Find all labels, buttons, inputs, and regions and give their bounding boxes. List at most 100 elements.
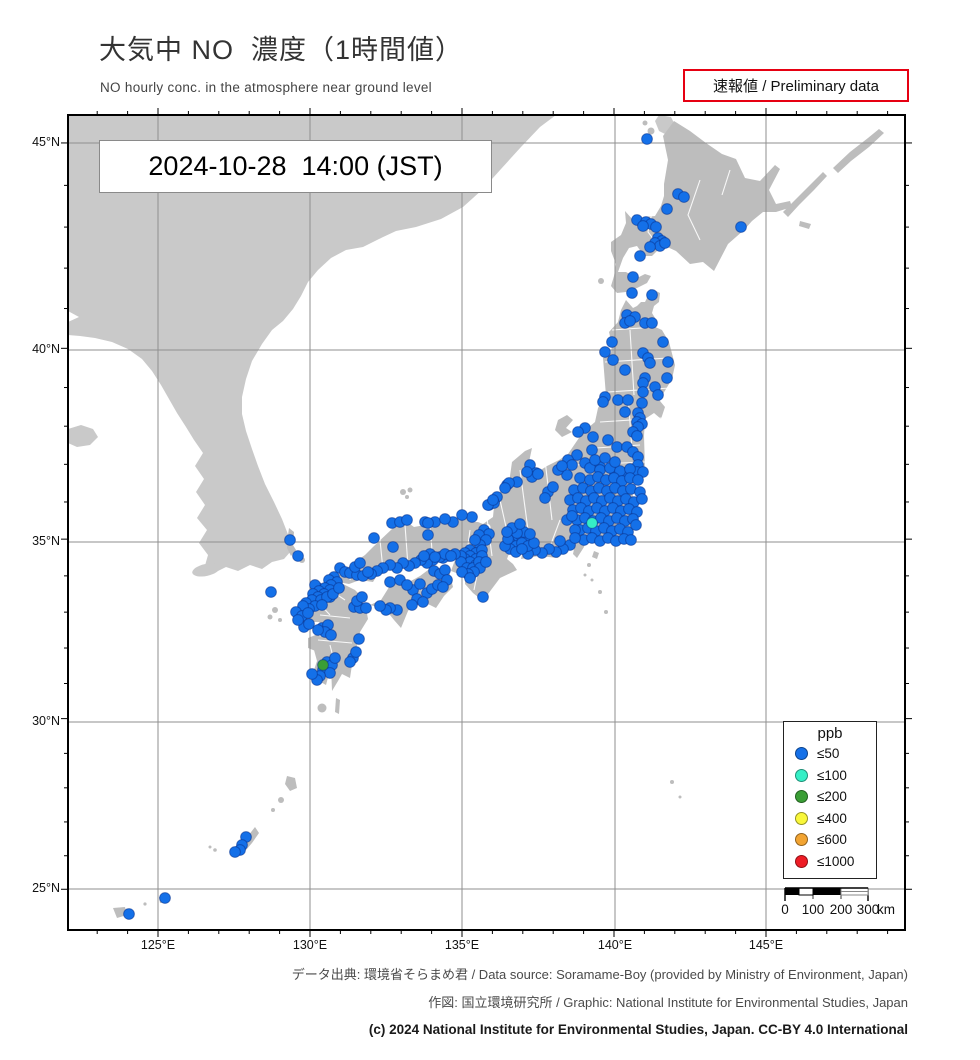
oki-island-1 xyxy=(400,489,406,495)
station-dot-le50 xyxy=(622,394,634,406)
concentration-legend: ppb ≤50 ≤100 ≤200 ≤400 ≤600 ≤1000 xyxy=(783,721,877,879)
station-dot-le50 xyxy=(636,493,648,505)
station-dot-le50 xyxy=(661,372,673,384)
station-dot-le50 xyxy=(477,591,489,603)
station-dot-le50 xyxy=(422,517,434,529)
page-subtitle: NO hourly conc. in the atmosphere near g… xyxy=(100,80,432,95)
legend-color-dot xyxy=(795,811,808,825)
station-dot-le50 xyxy=(418,550,430,562)
station-dot-le50 xyxy=(569,532,581,544)
station-dot-le50 xyxy=(571,449,583,461)
station-dot-le50 xyxy=(632,474,644,486)
map-frame xyxy=(67,114,906,931)
station-dot-le50 xyxy=(599,452,611,464)
izu-island-2 xyxy=(587,563,591,567)
station-dot-le50 xyxy=(735,221,747,233)
station-dot-le50 xyxy=(406,599,418,611)
timestamp-box: 2024-10-28 14:00 (JST) xyxy=(99,140,492,193)
ogasawara-island-2 xyxy=(678,795,682,799)
station-dot-le50 xyxy=(302,607,314,619)
legend-color-dot xyxy=(795,790,808,804)
oki-island-2 xyxy=(407,487,413,493)
legend-rows: ≤50 ≤100 ≤200 ≤400 ≤600 ≤1000 xyxy=(784,743,876,872)
station-dot-le50 xyxy=(229,846,241,858)
scale-bar-label: 0 xyxy=(781,902,789,917)
legend-entry: ≤1000 xyxy=(784,851,876,873)
lon-label: 130°E xyxy=(292,938,328,952)
graticule-ticks xyxy=(61,108,912,937)
legend-entry-label: ≤50 xyxy=(817,746,840,762)
station-dot-le50 xyxy=(123,908,135,920)
station-dot-le50 xyxy=(344,656,356,668)
lon-label: 145°E xyxy=(748,938,784,952)
lat-label: 45°N xyxy=(32,135,60,149)
station-dot-le50 xyxy=(466,511,478,523)
scale-bar-label: 100 xyxy=(801,902,825,917)
scale-bar-label: 200 xyxy=(829,902,853,917)
station-dot-le50 xyxy=(284,534,296,546)
station-dot-le50 xyxy=(350,646,362,658)
ogasawara-island-1 xyxy=(670,780,674,784)
station-dot-le50 xyxy=(646,317,658,329)
station-dot-le50 xyxy=(353,633,365,645)
station-dot-le50 xyxy=(306,668,318,680)
legend-color-dot xyxy=(795,854,808,868)
station-dot-le50 xyxy=(625,534,637,546)
legend-entry: ≤50 xyxy=(784,743,876,765)
station-dot-le50 xyxy=(630,519,642,531)
rebun-island xyxy=(642,120,648,126)
legend-entry-label: ≤100 xyxy=(817,767,847,783)
station-dot-le50 xyxy=(602,434,614,446)
izu-island-4 xyxy=(590,578,594,582)
station-dot-le50 xyxy=(414,578,426,590)
kuril-island-1 xyxy=(783,172,827,217)
station-dot-le50 xyxy=(597,396,609,408)
station-dot-le50 xyxy=(619,406,631,418)
station-dot-le50 xyxy=(634,250,646,262)
legend-entry-label: ≤400 xyxy=(817,810,847,826)
station-dot-le50 xyxy=(303,618,315,630)
legend-entry-label: ≤200 xyxy=(817,789,847,805)
station-dot-le50 xyxy=(678,191,690,203)
rishiri-island xyxy=(647,127,655,135)
preliminary-data-label: 速報値 / Preliminary data xyxy=(713,78,879,95)
station-dot-le50 xyxy=(566,510,578,522)
station-dot-le50 xyxy=(650,221,662,233)
station-dot-le50 xyxy=(572,426,584,438)
tarama-island xyxy=(143,902,147,906)
station-dot-le50 xyxy=(516,543,528,555)
station-dot-le50 xyxy=(429,551,441,563)
station-dot-le50 xyxy=(626,287,638,299)
station-dot-le200 xyxy=(317,659,329,671)
station-dot-le50 xyxy=(661,203,673,215)
legend-unit-label: ppb xyxy=(817,725,843,742)
station-dot-le50 xyxy=(619,364,631,376)
legend-entry-label: ≤600 xyxy=(817,832,847,848)
kuril-island-2 xyxy=(833,129,884,173)
continent-landmass xyxy=(68,115,556,573)
station-dot-le50 xyxy=(662,356,674,368)
station-dot-le50 xyxy=(561,469,573,481)
timestamp-label: 2024-10-28 14:00 (JST) xyxy=(148,151,443,181)
station-dot-le50 xyxy=(384,576,396,588)
station-dot-le50 xyxy=(292,550,304,562)
station-dot-le50 xyxy=(265,586,277,598)
station-dot-le50 xyxy=(644,357,656,369)
station-dot-le50 xyxy=(607,354,619,366)
station-dot-le50 xyxy=(524,528,536,540)
legend-color-dot xyxy=(795,747,808,761)
hachijojima-island xyxy=(604,610,608,614)
station-dot-le50 xyxy=(566,459,578,471)
scale-bar-unit: km xyxy=(877,902,895,917)
legend-entry-label: ≤1000 xyxy=(817,853,855,869)
lon-label: 135°E xyxy=(444,938,480,952)
station-dot-le50 xyxy=(292,614,304,626)
footer-graphic-credit: 作図: 国立環境研究所 / Graphic: National Institut… xyxy=(428,995,908,1010)
legend-entry: ≤600 xyxy=(784,829,876,851)
okushiri-island xyxy=(598,278,604,284)
station-dot-le50 xyxy=(480,556,492,568)
station-dot-le50 xyxy=(532,468,544,480)
station-dot-le50 xyxy=(631,430,643,442)
station-dot-le50 xyxy=(587,431,599,443)
